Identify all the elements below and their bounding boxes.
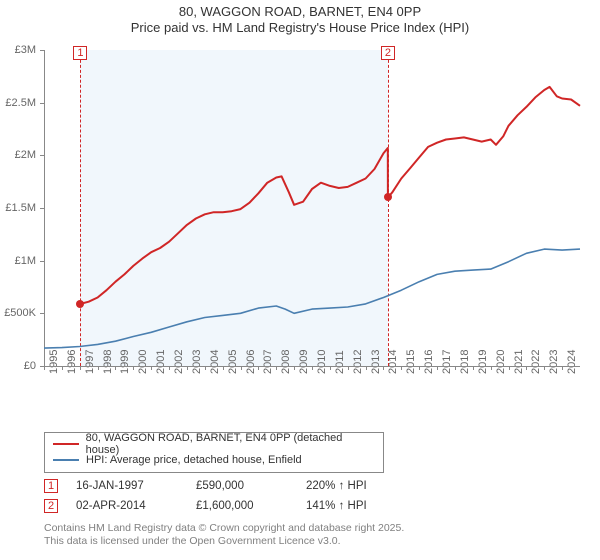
legend-swatch <box>53 443 79 445</box>
series-price <box>80 87 580 304</box>
transaction-marker: 2 <box>44 499 58 513</box>
legend-label: 80, WAGGON ROAD, BARNET, EN4 0PP (detach… <box>86 432 375 456</box>
transaction-marker: 1 <box>44 479 58 493</box>
transactions-table: 1 16-JAN-1997£590,000220% ↑ HPI 2 02-APR-20… <box>44 476 406 516</box>
transaction-row: 2 02-APR-2014£1,600,000141% ↑ HPI <box>44 496 406 516</box>
chart-title: 80, WAGGON ROAD, BARNET, EN4 0PP Price p… <box>0 4 600 36</box>
legend-item: 80, WAGGON ROAD, BARNET, EN4 0PP (detach… <box>53 436 375 452</box>
legend-swatch <box>53 459 79 461</box>
plot-svg <box>0 40 590 376</box>
legend-label: HPI: Average price, detached house, Enfi… <box>86 454 302 466</box>
transaction-date: 02-APR-2014 <box>76 500 196 512</box>
transaction-pct: 220% ↑ HPI <box>306 480 406 492</box>
legend: 80, WAGGON ROAD, BARNET, EN4 0PP (detach… <box>44 432 384 473</box>
footer-line2: This data is licensed under the Open Gov… <box>44 535 404 548</box>
transaction-price: £590,000 <box>196 480 306 492</box>
transaction-row: 1 16-JAN-1997£590,000220% ↑ HPI <box>44 476 406 496</box>
transaction-pct: 141% ↑ HPI <box>306 500 406 512</box>
footer-line1: Contains HM Land Registry data © Crown c… <box>44 522 404 535</box>
transaction-price: £1,600,000 <box>196 500 306 512</box>
title-line1: 80, WAGGON ROAD, BARNET, EN4 0PP <box>0 4 600 20</box>
title-line2: Price paid vs. HM Land Registry's House … <box>0 20 600 36</box>
transaction-date: 16-JAN-1997 <box>76 480 196 492</box>
series-hpi <box>44 249 580 348</box>
price-chart: £0£500K£1M£1.5M£2M£2.5M£3M19951996199719… <box>0 40 600 400</box>
footer-text: Contains HM Land Registry data © Crown c… <box>44 522 404 548</box>
